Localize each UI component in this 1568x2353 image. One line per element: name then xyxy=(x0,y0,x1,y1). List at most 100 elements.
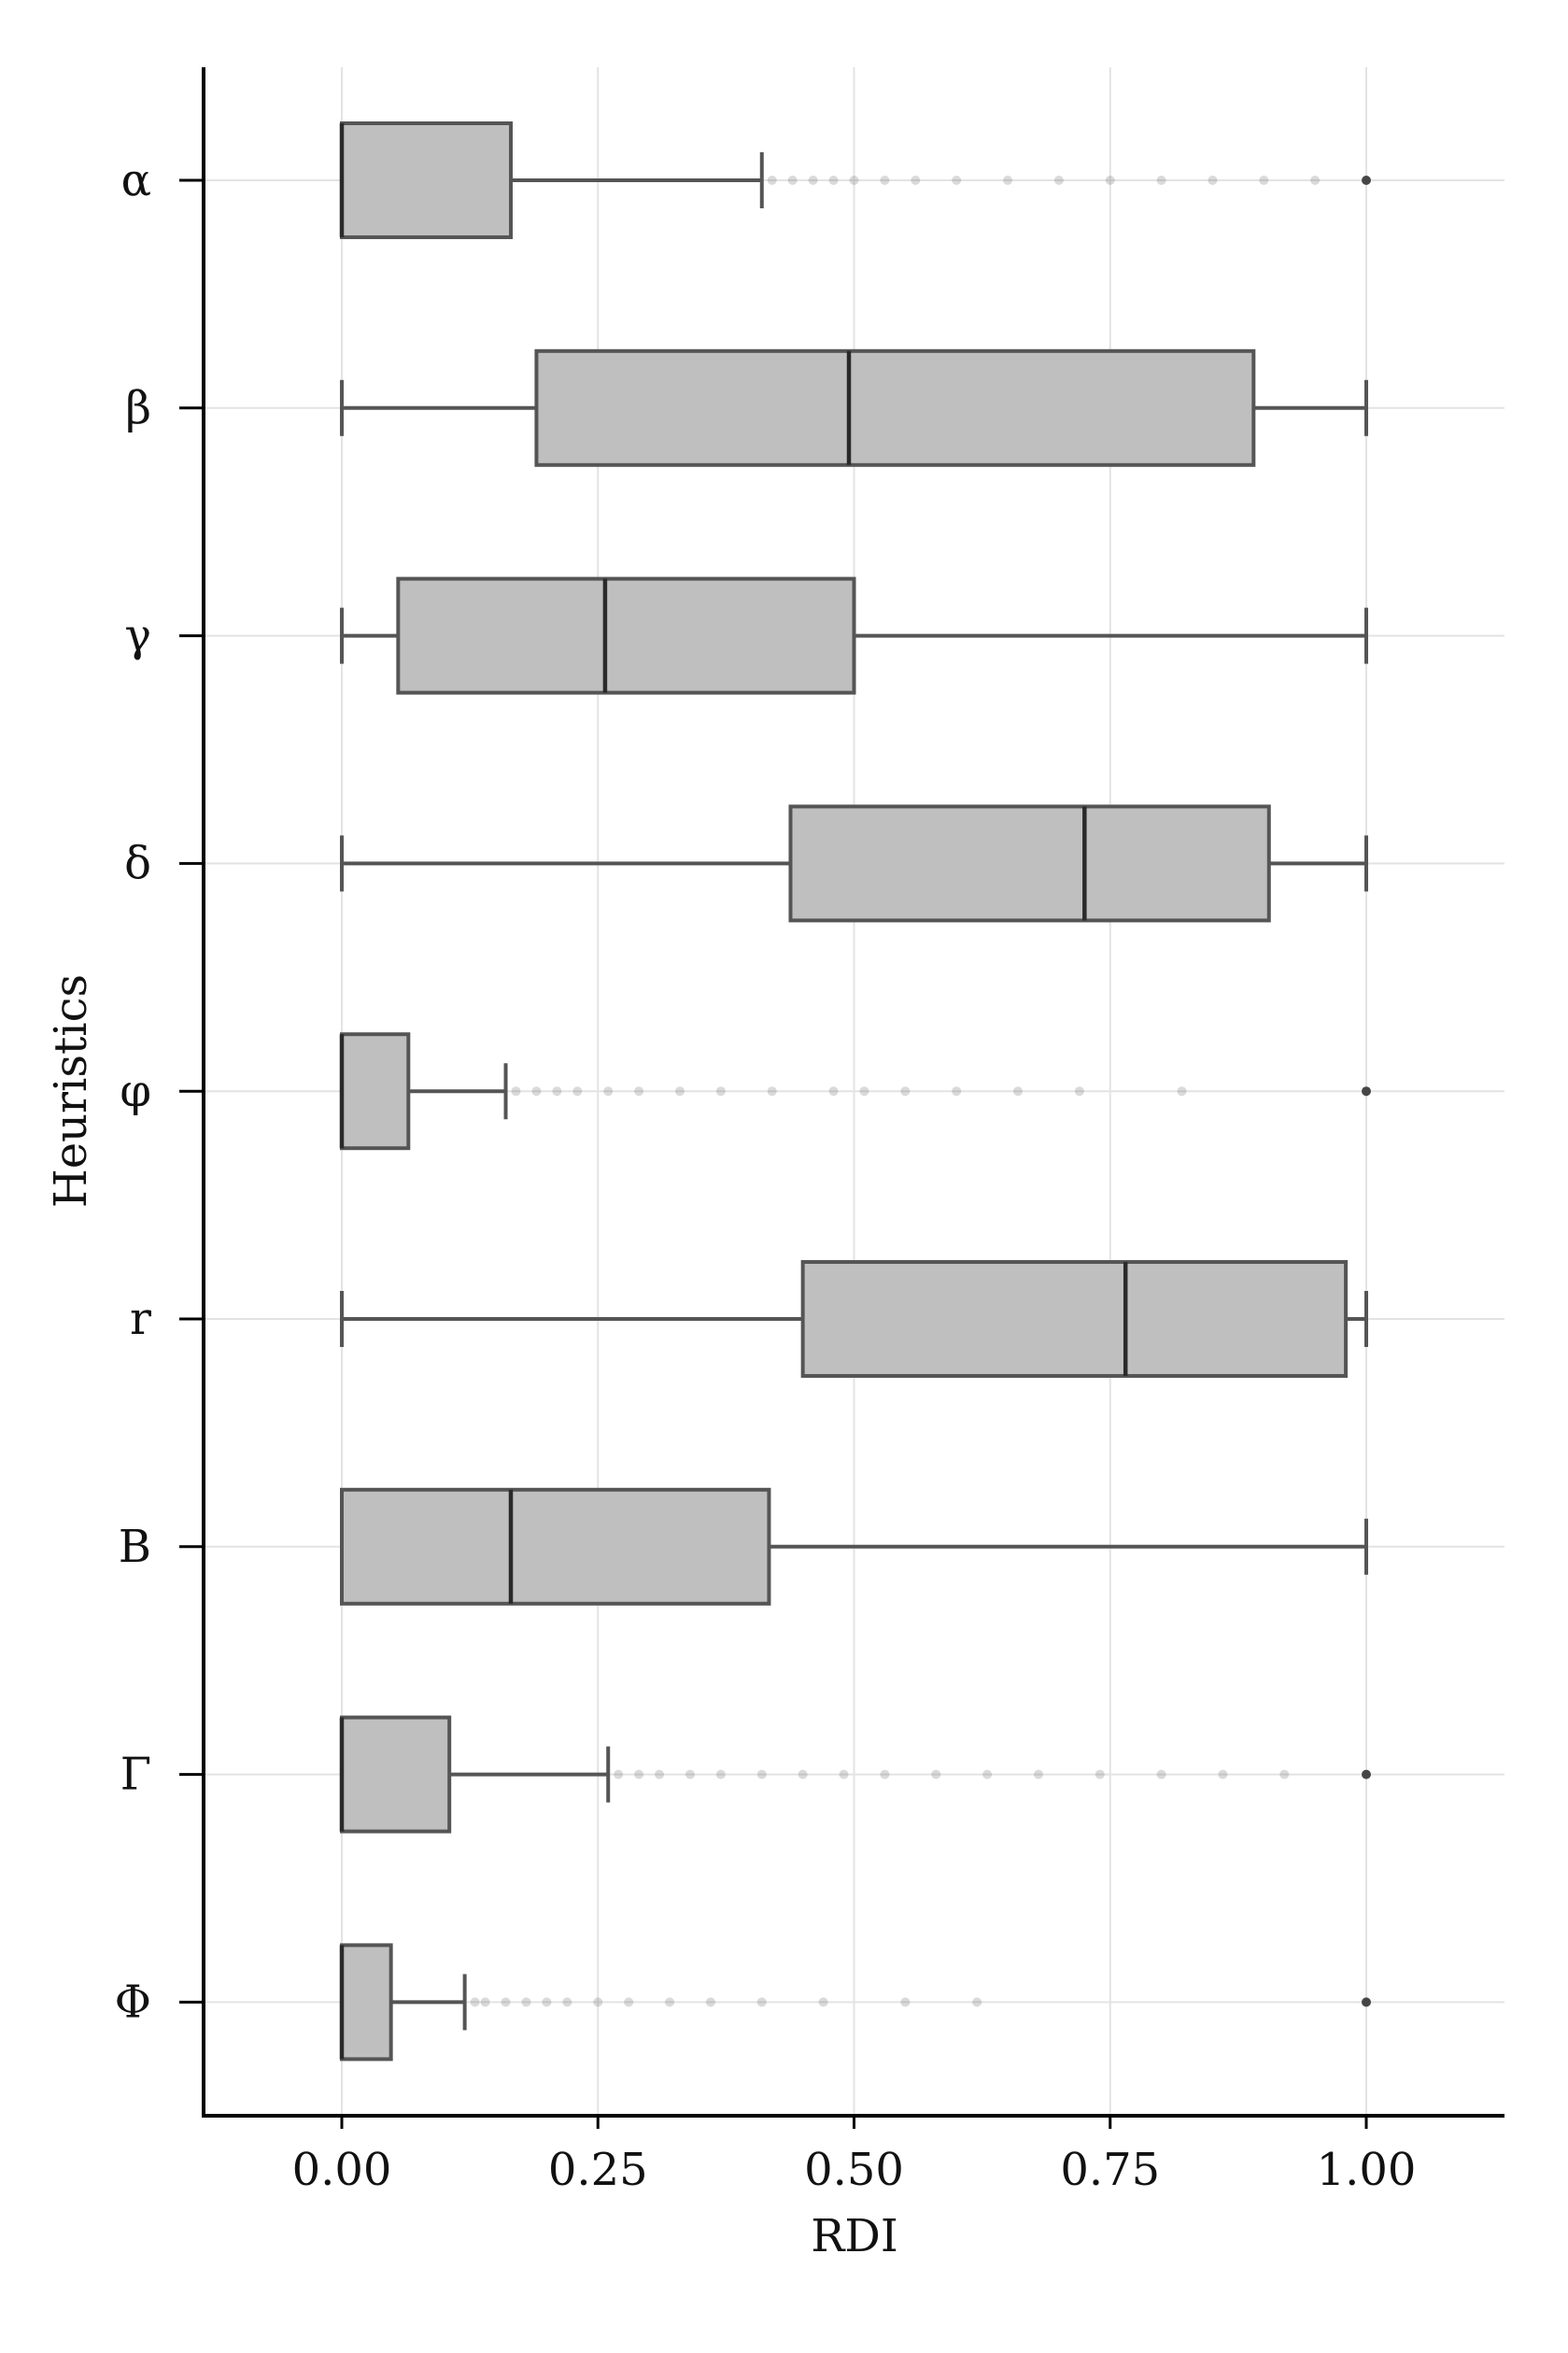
iqr-box xyxy=(534,348,1256,467)
outlier-point xyxy=(756,1769,767,1779)
y-tick-label: Γ xyxy=(120,1749,151,1801)
iqr-box xyxy=(340,121,514,239)
outlier-point xyxy=(624,1997,634,2007)
y-tick-label: r xyxy=(130,1293,151,1345)
box-layer xyxy=(339,121,1371,2062)
outlier-point xyxy=(634,1086,644,1097)
iqr-box xyxy=(800,1260,1349,1378)
outlier-point xyxy=(634,1769,644,1779)
outlier-point xyxy=(1074,1086,1084,1097)
outlier-point xyxy=(1362,1769,1371,1779)
iqr-box xyxy=(396,576,856,695)
outlier-point xyxy=(767,176,777,185)
y-tick-label: γ xyxy=(124,610,151,662)
outlier-point xyxy=(685,1769,695,1779)
outlier-point xyxy=(593,1997,603,2007)
box-7 xyxy=(340,1487,1368,1606)
outlier-point xyxy=(501,1997,511,2007)
box-3 xyxy=(340,576,1368,695)
outlier-point xyxy=(900,1997,911,2007)
x-tick-label: 0.00 xyxy=(292,2144,392,2196)
outlier-point xyxy=(1003,176,1013,185)
outlier-point xyxy=(1362,1086,1371,1097)
outlier-point xyxy=(828,1086,839,1097)
x-tick-label: 1.00 xyxy=(1317,2144,1417,2196)
outlier-point xyxy=(1177,1086,1187,1097)
outlier-point xyxy=(1208,176,1218,185)
outlier-point xyxy=(470,1997,480,2007)
outlier-point xyxy=(1310,176,1321,185)
outlier-point xyxy=(911,176,921,185)
outlier-point xyxy=(675,1086,685,1097)
box-4 xyxy=(340,804,1368,923)
outlier-point xyxy=(818,1997,828,2007)
box-8 xyxy=(339,1715,1371,1834)
x-tick-label: 0.25 xyxy=(548,2144,648,2196)
outlier-point xyxy=(952,1086,962,1097)
x-tick-label: 0.50 xyxy=(804,2144,904,2196)
x-tick-label: 0.75 xyxy=(1060,2144,1160,2196)
y-tick-label: Φ xyxy=(115,1976,151,2028)
box-6 xyxy=(340,1260,1368,1378)
outlier-point xyxy=(952,176,962,185)
outlier-point xyxy=(705,1997,715,2007)
outlier-point xyxy=(931,1769,941,1779)
outlier-point xyxy=(900,1086,911,1097)
outlier-point xyxy=(521,1997,531,2007)
x-axis-title: RDI xyxy=(811,2210,898,2262)
outlier-point xyxy=(982,1769,993,1779)
outlier-point xyxy=(572,1086,583,1097)
outlier-point xyxy=(665,1997,675,2007)
y-tick-label: φ xyxy=(120,1065,151,1117)
box-2 xyxy=(340,348,1368,467)
y-axis-title: Heuristics xyxy=(45,974,97,1208)
outlier-point xyxy=(511,1086,521,1097)
outlier-point xyxy=(1013,1086,1024,1097)
outlier-point xyxy=(603,1086,614,1097)
y-tick-label: α xyxy=(121,154,151,206)
outlier-point xyxy=(767,1086,777,1097)
y-tick-label: δ xyxy=(124,837,151,889)
iqr-box xyxy=(340,1715,452,1834)
outlier-point xyxy=(562,1997,572,2007)
y-tick-label: B xyxy=(119,1521,151,1573)
outlier-point xyxy=(972,1997,982,2007)
iqr-box xyxy=(340,1943,393,2062)
box-1 xyxy=(339,121,1371,239)
box-5 xyxy=(339,1032,1371,1151)
iqr-box xyxy=(340,1487,771,1606)
box-9 xyxy=(339,1943,1371,2062)
outlier-point xyxy=(614,1769,624,1779)
outlier-point xyxy=(1033,1769,1043,1779)
outlier-point xyxy=(1156,1769,1166,1779)
y-tick-label: β xyxy=(125,382,151,434)
outlier-point xyxy=(798,1769,808,1779)
outlier-point xyxy=(1105,176,1115,185)
outlier-point xyxy=(1259,176,1269,185)
outlier-point xyxy=(787,176,798,185)
outlier-point xyxy=(1156,176,1166,185)
outlier-point xyxy=(531,1086,542,1097)
label-layer: 0.00 0.25 0.50 0.75 1.00 α β γ δ φ r B Γ Φ xyxy=(115,154,1417,2196)
outlier-point xyxy=(859,1086,869,1097)
outlier-point xyxy=(715,1086,726,1097)
outlier-point xyxy=(880,176,890,185)
outlier-point xyxy=(1362,176,1371,185)
outlier-point xyxy=(880,1769,890,1779)
outlier-point xyxy=(849,176,859,185)
iqr-box xyxy=(788,804,1271,923)
outlier-point xyxy=(756,1997,767,2007)
outlier-point xyxy=(1218,1769,1228,1779)
outlier-point xyxy=(552,1086,562,1097)
outlier-point xyxy=(655,1769,665,1779)
outlier-point xyxy=(1053,176,1064,185)
outlier-point xyxy=(480,1997,490,2007)
outlier-point xyxy=(542,1997,552,2007)
outlier-point xyxy=(839,1769,849,1779)
outlier-point xyxy=(828,176,839,185)
outlier-point xyxy=(808,176,818,185)
outlier-point xyxy=(1362,1997,1371,2007)
iqr-box xyxy=(340,1032,411,1151)
outlier-point xyxy=(715,1769,726,1779)
